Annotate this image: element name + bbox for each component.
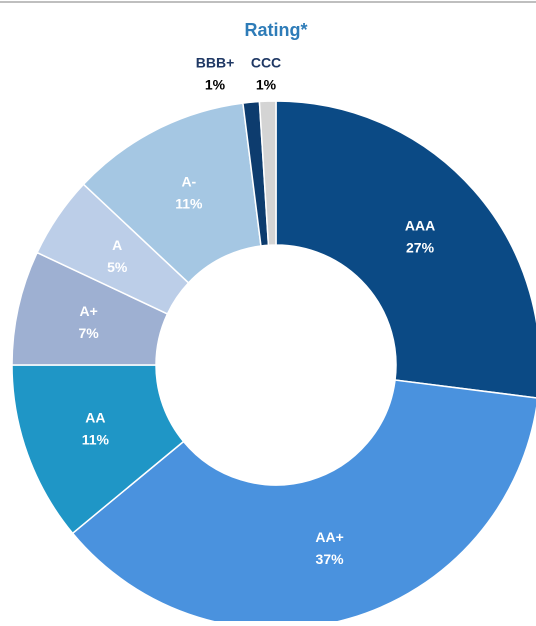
slice-label: A xyxy=(112,237,122,253)
donut-slice xyxy=(71,379,536,626)
chart-title: Rating* xyxy=(245,20,308,40)
slice-label: AA xyxy=(85,410,105,426)
slice-value: 5% xyxy=(107,259,128,275)
slice-value: 27% xyxy=(406,240,435,256)
slice-label: AA+ xyxy=(315,529,343,545)
donut-slice xyxy=(275,100,536,399)
slice-value: 1% xyxy=(205,77,226,93)
donut-slice xyxy=(258,100,277,247)
slice-label: A- xyxy=(181,174,196,190)
slice-label: CCC xyxy=(251,55,281,71)
slice-value: 11% xyxy=(82,432,110,448)
slice-value: 7% xyxy=(79,325,100,341)
slice-value: 37% xyxy=(316,551,345,567)
slice-label: BBB+ xyxy=(196,55,235,71)
slice-value: 1% xyxy=(256,77,277,93)
slice-label: A+ xyxy=(79,303,97,319)
slice-value: 11% xyxy=(175,196,203,212)
slice-label: AAA xyxy=(405,218,435,234)
